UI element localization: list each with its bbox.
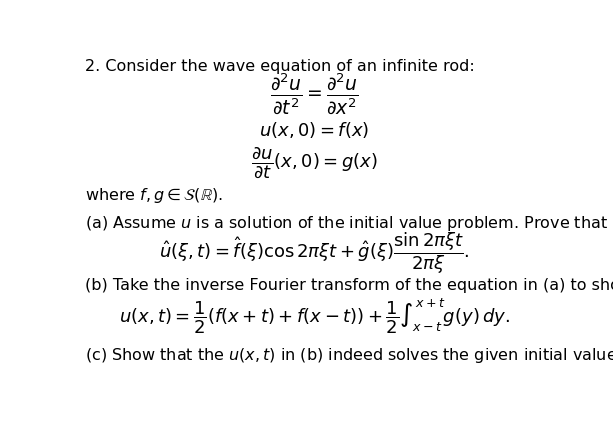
Text: $u(x, t) = \dfrac{1}{2}(f(x + t) + f(x - t)) + \dfrac{1}{2}\int_{x-t}^{x+t} g(y): $u(x, t) = \dfrac{1}{2}(f(x + t) + f(x -… [119, 297, 509, 336]
Text: (a) Assume $u$ is a solution of the initial value problem. Prove that: (a) Assume $u$ is a solution of the init… [85, 214, 608, 233]
Text: $u(x, 0) = f(x)$: $u(x, 0) = f(x)$ [259, 120, 370, 141]
Text: 2. Consider the wave equation of an infinite rod:: 2. Consider the wave equation of an infi… [85, 59, 475, 74]
Text: $\hat{u}(\xi, t) = \hat{f}(\xi)\cos 2\pi\xi t + \hat{g}(\xi)\dfrac{\sin 2\pi\xi : $\hat{u}(\xi, t) = \hat{f}(\xi)\cos 2\pi… [159, 231, 470, 276]
Text: $\dfrac{\partial u}{\partial t}(x, 0) = g(x)$: $\dfrac{\partial u}{\partial t}(x, 0) = … [251, 145, 378, 180]
Text: $\dfrac{\partial^2 u}{\partial t^2} = \dfrac{\partial^2 u}{\partial x^2}$: $\dfrac{\partial^2 u}{\partial t^2} = \d… [270, 72, 359, 117]
Text: (b) Take the inverse Fourier transform of the equation in (a) to show that: (b) Take the inverse Fourier transform o… [85, 278, 613, 293]
Text: where $f, g \in \mathcal{S}(\mathbb{R})$.: where $f, g \in \mathcal{S}(\mathbb{R})$… [85, 186, 223, 205]
Text: (c) Show that the $u(x, t)$ in (b) indeed solves the given initial value problem: (c) Show that the $u(x, t)$ in (b) indee… [85, 346, 613, 365]
